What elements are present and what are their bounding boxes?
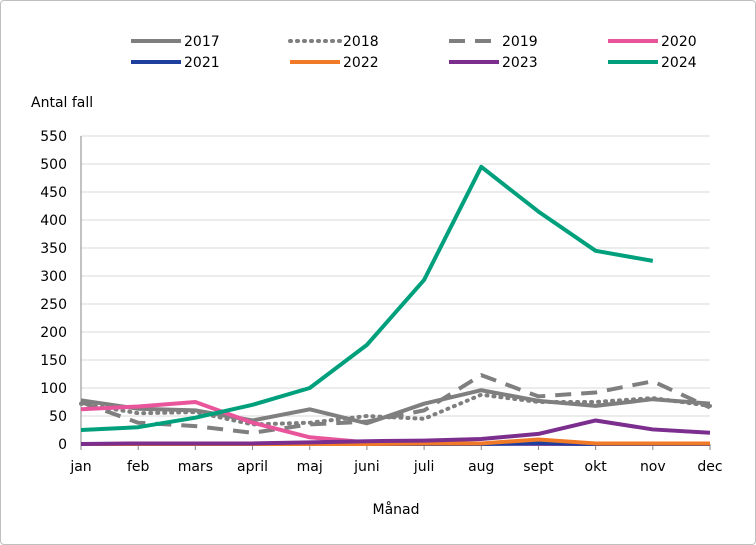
series-line-2023 (80, 418, 711, 446)
x-tick-label: april (237, 459, 268, 475)
x-tick-label: aug (468, 459, 494, 475)
x-tick-label: sept (523, 459, 554, 475)
x-tick-label: okt (585, 459, 608, 475)
legend-label: 2018 (343, 34, 379, 50)
x-tick-label: jan (69, 459, 91, 475)
series-line-2017 (80, 388, 711, 426)
x-tick-label: mars (178, 459, 213, 475)
legend-label: 2023 (502, 55, 538, 71)
x-tick-label: juli (413, 459, 435, 475)
y-tick-label: 550 (40, 129, 67, 145)
y-tick-label: 0 (58, 437, 67, 453)
legend-label: 2021 (184, 55, 220, 71)
series-line-2019 (80, 373, 711, 435)
y-tick-label: 350 (40, 241, 67, 257)
y-tick-label: 250 (40, 297, 67, 313)
x-tick-label: maj (297, 459, 323, 475)
legend-label: 2020 (661, 34, 697, 50)
y-tick-label: 450 (40, 185, 67, 201)
y-axis-label: Antal fall (31, 95, 93, 111)
x-tick-label: dec (697, 459, 722, 475)
y-tick-label: 500 (40, 157, 67, 173)
x-tick-label: nov (640, 459, 666, 475)
y-tick-label: 300 (40, 269, 67, 285)
legend-label: 2019 (502, 34, 538, 50)
x-axis-label: Månad (373, 501, 420, 518)
y-tick-label: 400 (40, 213, 67, 229)
legend-label: 2022 (343, 55, 379, 71)
y-tick-label: 200 (40, 325, 67, 341)
y-tick-label: 100 (40, 381, 67, 397)
x-tick-label: juni (353, 459, 380, 475)
y-tick-label: 50 (49, 409, 67, 425)
legend-label: 2024 (661, 55, 697, 71)
x-tick-label: feb (127, 459, 150, 475)
y-tick-label: 150 (40, 353, 67, 369)
series-line-2024 (80, 164, 654, 432)
legend-label: 2017 (184, 34, 220, 50)
